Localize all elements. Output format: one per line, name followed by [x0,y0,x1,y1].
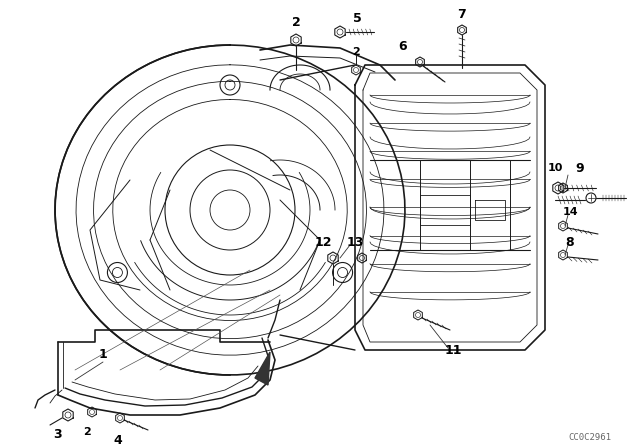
Text: 11: 11 [444,344,461,357]
Text: 8: 8 [566,236,574,249]
Text: 2: 2 [352,47,360,57]
Text: 2: 2 [292,16,300,29]
Text: 3: 3 [52,428,61,441]
Text: 7: 7 [458,8,467,21]
Text: 1: 1 [99,349,108,362]
Text: 14: 14 [562,207,578,217]
Polygon shape [255,352,270,385]
Text: 12: 12 [314,237,332,250]
Text: 9: 9 [576,161,584,175]
Text: 6: 6 [399,39,407,52]
Text: 5: 5 [353,12,362,25]
Text: 2: 2 [83,427,91,437]
Text: 13: 13 [346,237,364,250]
Text: 10: 10 [547,163,563,173]
Text: 4: 4 [114,434,122,447]
Text: CC0C2961: CC0C2961 [568,434,611,443]
